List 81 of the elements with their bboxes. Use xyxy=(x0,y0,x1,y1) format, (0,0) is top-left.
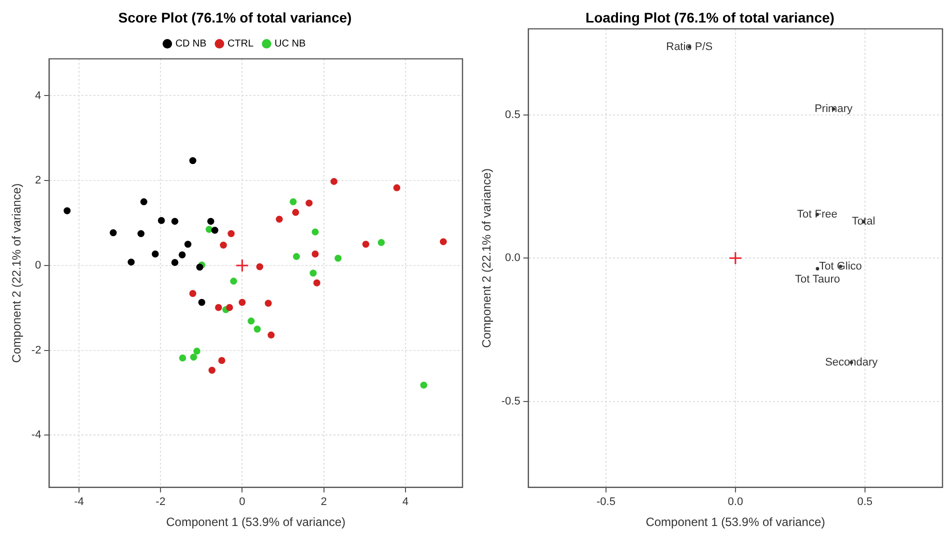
x-tick-label: 0.5 xyxy=(857,496,872,508)
point xyxy=(276,216,283,223)
point xyxy=(179,354,186,362)
point xyxy=(378,239,385,246)
data-label: Total xyxy=(852,216,876,228)
point xyxy=(211,226,218,234)
y-tick-label: 0 xyxy=(35,259,42,272)
x-tick-label: 4 xyxy=(402,496,408,508)
point xyxy=(362,240,370,248)
x-axis-title: Component 1 (53.9% of variance) xyxy=(166,515,346,530)
point xyxy=(440,238,447,246)
point xyxy=(220,242,227,249)
point xyxy=(312,250,319,258)
point xyxy=(189,157,196,164)
point xyxy=(64,207,71,214)
y-tick-label: 4 xyxy=(35,90,42,102)
y-axis-title: Component 2 (22.1% of variance) xyxy=(480,168,494,348)
y-tick-label: -4 xyxy=(31,429,42,442)
point xyxy=(264,300,272,307)
point xyxy=(190,354,198,361)
point xyxy=(292,208,300,216)
point xyxy=(140,198,148,206)
legend-label: CD NB xyxy=(175,38,207,50)
point xyxy=(312,228,319,236)
point xyxy=(238,298,246,306)
point xyxy=(218,357,226,364)
x-tick-label: 0.0 xyxy=(728,496,744,508)
point xyxy=(137,230,144,238)
y-axis-title: Component 2 (22.1% of variance) xyxy=(10,183,24,363)
point xyxy=(292,253,300,260)
point xyxy=(330,178,338,185)
point xyxy=(208,366,216,374)
data-label: Secondary xyxy=(825,356,878,368)
point xyxy=(254,326,261,333)
data-label: Tot Glico xyxy=(819,260,862,272)
point xyxy=(189,290,196,297)
legend-label: CTRL xyxy=(227,38,254,50)
y-tick-label: -0.5 xyxy=(501,395,520,408)
point xyxy=(215,304,222,311)
point xyxy=(226,304,234,311)
point xyxy=(193,348,200,355)
legend-label: UC NB xyxy=(274,38,306,50)
point xyxy=(206,226,213,233)
point xyxy=(178,251,186,258)
chart-title: Score Plot (76.1% of total variance) xyxy=(118,9,352,26)
point xyxy=(248,318,255,325)
point xyxy=(256,263,264,270)
point xyxy=(110,229,117,236)
point xyxy=(420,382,428,389)
y-tick-label: 0.5 xyxy=(505,108,520,121)
point xyxy=(198,298,206,306)
x-axis-title: Component 1 (53.9% of variance) xyxy=(646,515,826,530)
point xyxy=(207,218,214,225)
point xyxy=(268,332,275,339)
x-tick-label: -2 xyxy=(156,496,166,508)
chart-title: Loading Plot (76.1% of total variance) xyxy=(586,9,834,26)
point xyxy=(306,200,313,207)
data-label: Tot Tauro xyxy=(794,273,840,286)
point xyxy=(152,250,159,258)
point xyxy=(313,279,320,286)
point xyxy=(235,258,249,272)
data-label: Primary xyxy=(814,103,853,116)
point xyxy=(128,258,135,266)
y-tick-label: 2 xyxy=(35,174,42,187)
x-tick-label: -4 xyxy=(74,496,84,508)
x-tick-label: 2 xyxy=(320,496,327,508)
x-tick-label: -0.5 xyxy=(596,496,616,508)
point xyxy=(334,254,342,262)
point xyxy=(228,230,235,238)
point xyxy=(171,258,178,266)
y-tick-label: 0.0 xyxy=(505,252,520,264)
y-tick-label: -2 xyxy=(31,344,42,356)
point xyxy=(184,240,192,248)
point xyxy=(393,184,400,192)
x-tick-label: 0 xyxy=(239,496,246,508)
data-label: Ratio P/S xyxy=(666,40,713,53)
point xyxy=(171,218,178,225)
point xyxy=(290,198,297,206)
point xyxy=(310,270,317,277)
point xyxy=(230,278,238,285)
point xyxy=(158,216,165,224)
